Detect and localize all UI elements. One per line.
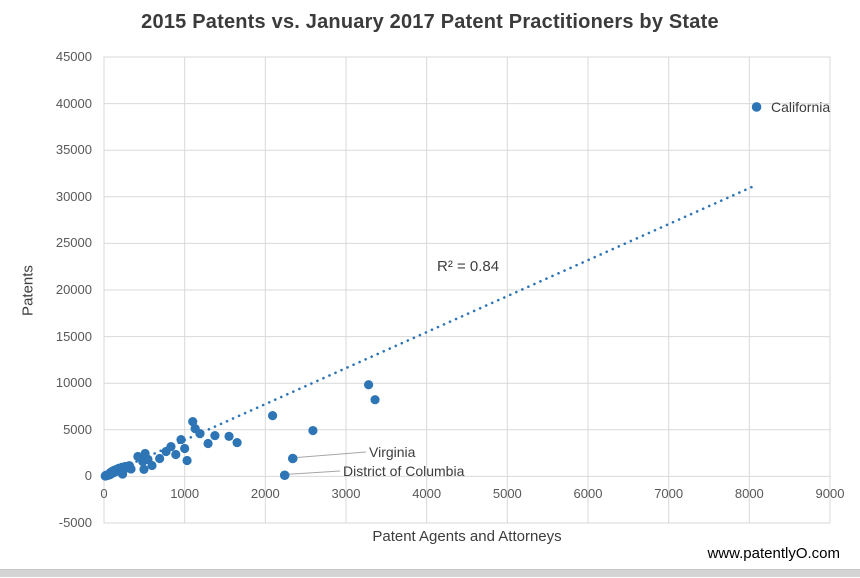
y-tick-label: 25000 (55, 235, 92, 251)
x-tick-label: 6000 (573, 486, 603, 501)
data-point-district-of-columbia (279, 470, 290, 481)
y-tick-label: 30000 (55, 188, 92, 204)
patentlyo-watermark: www.patentlyO.com (707, 545, 840, 562)
data-point (308, 425, 318, 436)
x-tick-label: 8000 (734, 486, 764, 501)
leader-line (296, 451, 367, 459)
data-point-virginia (287, 453, 298, 464)
y-axis-title: Patents (19, 265, 37, 316)
chart-title: 2015 Patents vs. January 2017 Patent Pra… (141, 11, 719, 33)
x-tick-label: 1000 (170, 486, 200, 501)
x-tick-label: 0 (100, 486, 108, 501)
y-tick-label: 15000 (55, 328, 92, 344)
x-tick-label: 7000 (654, 486, 684, 501)
data-point (232, 437, 242, 448)
data-point (155, 453, 165, 464)
data-point (224, 431, 234, 441)
data-point (139, 464, 149, 475)
data-point (195, 429, 205, 439)
virginia-point-label: Virginia (369, 444, 416, 460)
data-point (180, 443, 190, 454)
y-tick-label: 20000 (55, 282, 92, 297)
data-point (171, 449, 181, 460)
x-tick-label: 3000 (331, 486, 361, 501)
trendline-dotted (105, 184, 757, 477)
x-tick-label: 2000 (250, 486, 280, 501)
plot-border (103, 56, 831, 524)
data-point (363, 380, 374, 390)
y-tick-label: 10000 (55, 375, 92, 391)
x-axis-title: Patent Agents and Attorneys (372, 528, 562, 545)
x-tick-label: 4000 (412, 486, 442, 501)
data-point (267, 411, 278, 421)
data-point-california (751, 102, 762, 112)
x-tick-label: 5000 (492, 486, 522, 501)
x-tick-label: 9000 (815, 486, 845, 501)
data-point (126, 464, 136, 474)
data-point (210, 430, 220, 441)
y-tick-label: 40000 (55, 95, 92, 111)
leader-line (288, 470, 341, 475)
window-bottom-bar (0, 569, 860, 577)
y-tick-label: -5000 (58, 515, 92, 530)
data-point (182, 455, 192, 466)
data-point (176, 434, 186, 445)
y-tick-label: 5000 (63, 421, 92, 437)
data-point (370, 395, 380, 405)
y-tick-label: 0 (84, 468, 92, 484)
data-point (188, 416, 198, 427)
y-tick-label: 45000 (55, 49, 92, 64)
district-of-columbia-point-label: District of Columbia (343, 463, 465, 479)
data-point (166, 441, 176, 452)
california-point-label: California (771, 99, 831, 115)
y-tick-label: 35000 (55, 142, 92, 158)
data-point (147, 460, 157, 471)
r-squared-annotation: R² = 0.84 (437, 258, 500, 275)
data-point (203, 438, 213, 449)
